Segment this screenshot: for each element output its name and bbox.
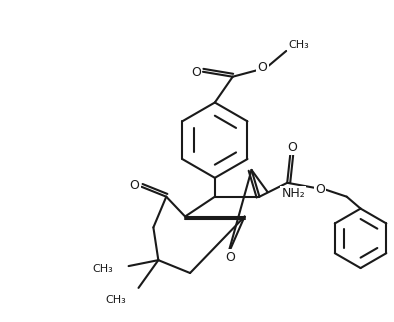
Text: O: O xyxy=(191,66,201,79)
Text: O: O xyxy=(287,141,297,154)
Text: O: O xyxy=(225,251,235,264)
Text: O: O xyxy=(130,179,139,192)
Text: O: O xyxy=(315,183,325,196)
Text: CH₃: CH₃ xyxy=(288,40,309,50)
Text: CH₃: CH₃ xyxy=(106,295,126,305)
Text: CH₃: CH₃ xyxy=(92,264,113,274)
Text: O: O xyxy=(258,61,268,74)
Text: NH₂: NH₂ xyxy=(281,187,305,200)
